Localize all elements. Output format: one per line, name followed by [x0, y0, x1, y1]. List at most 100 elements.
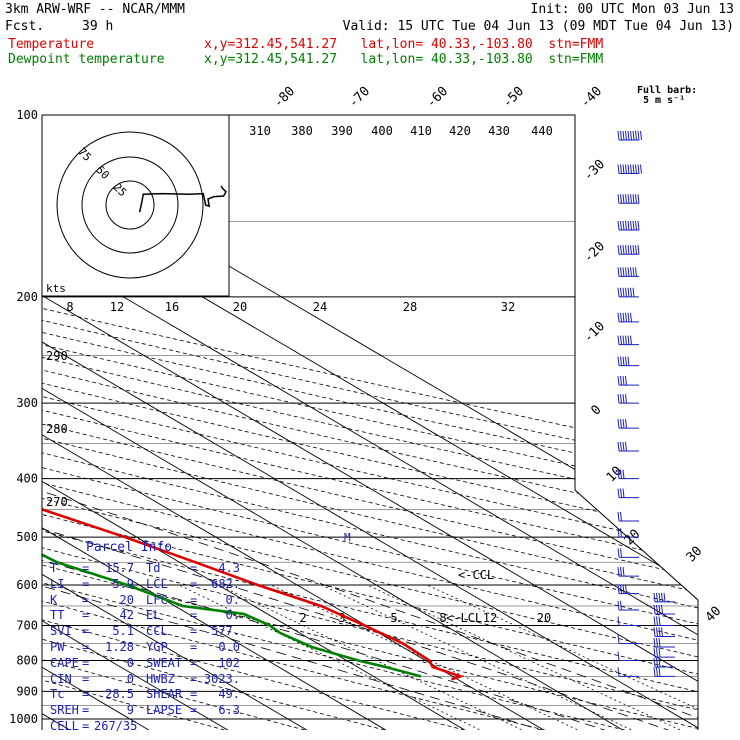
wind-barb-flag — [622, 356, 625, 366]
isotherm-label: 40 — [703, 604, 725, 626]
isotherm-label: -10 — [581, 319, 608, 346]
parcel-key: SVI — [50, 624, 72, 639]
theta-e-label: 420 — [449, 124, 471, 138]
barb-legend-line2: 5 m s⁻¹ — [643, 95, 686, 106]
dry-adiabat-line — [42, 115, 472, 730]
temperature-location: x,y=312.45,541.27 lat,lon= 40.33,-103.80… — [204, 37, 604, 52]
parcel-key: K — [50, 592, 58, 607]
wind-barb-flag — [627, 356, 630, 366]
parcel-key: EL — [146, 608, 161, 623]
wind-barb-flag — [625, 376, 627, 386]
wind-barb-flag — [617, 511, 620, 522]
isotherm-label: -60 — [424, 84, 451, 111]
mixing-ratio-line — [321, 584, 636, 730]
wind-barb-flag — [622, 245, 625, 255]
wind-barb-flag — [663, 592, 666, 602]
dry-adiabat-line — [42, 115, 698, 730]
pressure-tick-label: 1000 — [9, 712, 38, 726]
theta-e-label: 310 — [249, 124, 271, 138]
hodograph-trace — [138, 185, 227, 213]
hodograph-speed-label: 28 — [403, 300, 417, 314]
wind-barb-flag — [630, 312, 632, 322]
wind-barb-flag — [630, 267, 632, 277]
isotherm-line — [42, 115, 310, 730]
hodograph-speed-label: 32 — [501, 300, 515, 314]
wind-barb-flag — [622, 441, 625, 452]
wind-barb-flag — [620, 528, 622, 538]
dry-adiabat-line — [42, 115, 698, 730]
wind-barb-flag — [622, 220, 625, 231]
wind-barb-flag — [627, 312, 630, 322]
wind-barb-flag — [617, 616, 620, 626]
wind-barb-flag — [632, 164, 635, 174]
temperature-legend-label: Temperature — [8, 37, 95, 52]
wind-barb-flag — [635, 130, 637, 141]
m-marker: M — [344, 531, 351, 544]
wind-barb-flag — [632, 267, 635, 277]
wind-barb-flag — [653, 648, 656, 658]
isotherm-line — [42, 115, 626, 730]
wind-barb-flag — [635, 267, 637, 277]
wind-barb-flag — [620, 287, 622, 297]
pressure-tick-label: 400 — [16, 472, 38, 486]
parcel-value: 0.0 — [218, 640, 240, 654]
wind-barb-flag — [653, 627, 656, 637]
wind-barb-flag — [627, 194, 630, 204]
wind-barb-flag — [625, 356, 627, 366]
wind-barb-flag — [653, 667, 656, 677]
theta-label: 280 — [46, 422, 68, 436]
wind-barb-flag — [632, 245, 635, 255]
wind-barb-flag — [622, 312, 625, 322]
wind-barb-flag — [617, 220, 620, 231]
wind-barb-flag — [622, 419, 625, 429]
dry-adiabat-line — [42, 115, 698, 730]
wind-barb-flag — [661, 627, 663, 637]
forecast-hour: 39 h — [82, 19, 114, 34]
wind-barb-flag — [622, 584, 625, 594]
parcel-key: HWBZ — [146, 671, 175, 686]
pressure-tick-label: 300 — [16, 396, 38, 410]
wind-barb-flag — [625, 394, 627, 404]
moist-adiabat-line — [42, 296, 698, 730]
wind-barb-flag — [627, 164, 630, 174]
parcel-eq: = — [190, 576, 198, 591]
parcel-key: CELL — [50, 719, 79, 733]
isotherm-label: 30 — [684, 544, 706, 566]
wind-barb-flag — [620, 600, 622, 611]
wind-barb-flag — [617, 394, 620, 404]
mixing-ratio-line — [218, 584, 527, 730]
wind-barb-flag — [640, 130, 642, 141]
parcel-value: 577. — [211, 624, 240, 639]
wind-barb-flag — [653, 637, 656, 648]
parcel-eq: = — [190, 687, 198, 702]
wind-barb-flag — [617, 335, 620, 345]
parcel-value: 102 — [218, 655, 240, 670]
wind-barb-flag — [620, 267, 622, 277]
wind-barb-flag — [656, 604, 658, 615]
wind-barb-flag — [625, 220, 627, 231]
hodograph-speed-label: 8 — [66, 300, 73, 314]
wind-barb-flag — [625, 245, 627, 255]
parcel-key: SWEAT — [146, 655, 183, 670]
wind-barb-flag — [622, 130, 625, 141]
hodograph-panel — [41, 114, 230, 297]
wind-barb-flag — [627, 130, 630, 141]
wind-barb-flag — [632, 287, 635, 297]
wind-barb-flag — [653, 616, 656, 626]
parcel-value: 0. — [225, 592, 240, 607]
wind-barb-flag — [656, 637, 658, 648]
isotherm-line — [42, 115, 231, 730]
parcel-eq: = — [82, 703, 90, 718]
mixing-ratio-line — [366, 584, 685, 730]
wind-barb-flag — [617, 667, 620, 677]
wind-barb-flag — [617, 584, 620, 594]
wind-barb-flag — [620, 335, 622, 345]
wind-barb-flag — [656, 592, 658, 602]
wind-barb-flag — [627, 245, 630, 255]
theta-label: 270 — [46, 495, 68, 509]
hodograph-speed-label: 20 — [233, 300, 247, 314]
wind-barb-flag — [630, 164, 632, 174]
wind-barb-flag — [617, 600, 620, 611]
wind-barb-flag — [617, 419, 620, 429]
